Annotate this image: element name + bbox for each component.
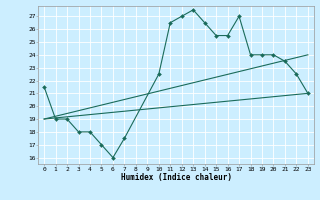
X-axis label: Humidex (Indice chaleur): Humidex (Indice chaleur)	[121, 173, 231, 182]
